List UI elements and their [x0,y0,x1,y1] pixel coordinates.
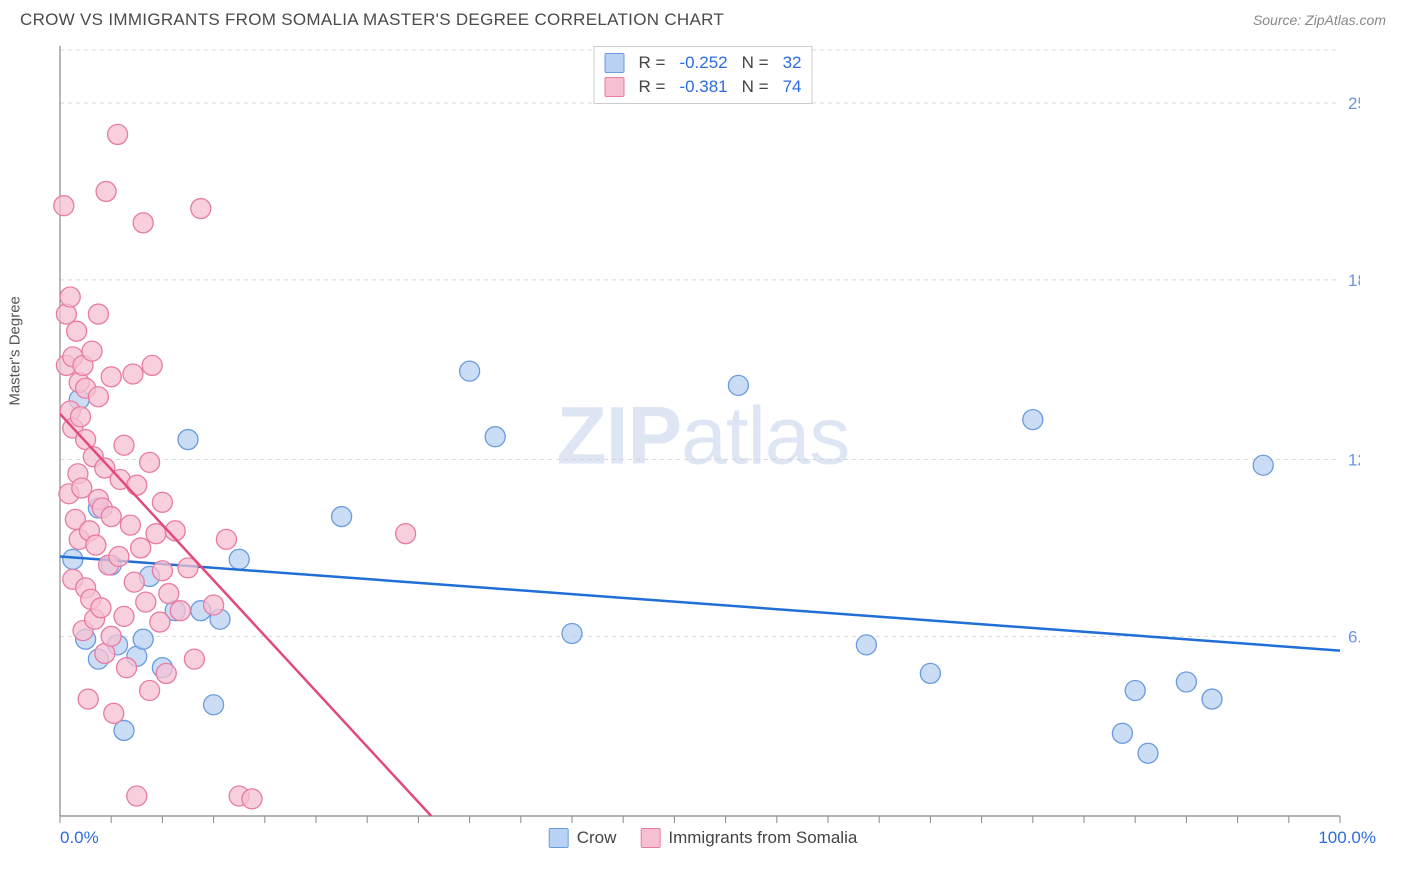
legend-swatch [605,53,625,73]
chart-source: Source: ZipAtlas.com [1253,12,1386,28]
legend-label: Crow [577,828,617,848]
x-axis-min-label: 0.0% [60,828,99,848]
scatter-chart: 6.3% 12.5% 18.8% 25.0% [20,36,1360,846]
legend-row: R =-0.381N =74 [605,75,802,99]
legend-item: Crow [549,828,617,848]
legend-swatch [549,828,569,848]
svg-text:25.0%: 25.0% [1348,94,1360,113]
y-axis-label: Master's Degree [7,296,24,406]
legend-swatch [640,828,660,848]
legend-row: R =-0.252N =32 [605,51,802,75]
series-legend: Crow Immigrants from Somalia [549,828,858,848]
chart-header: CROW VS IMMIGRANTS FROM SOMALIA MASTER'S… [0,0,1406,36]
legend-swatch [605,77,625,97]
svg-text:18.8%: 18.8% [1348,271,1360,290]
svg-text:6.3%: 6.3% [1348,627,1360,646]
chart-container: Master's Degree ZIPatlas 6.3%12.5%18.8%2… [20,36,1386,846]
legend-item: Immigrants from Somalia [640,828,857,848]
svg-text:12.5%: 12.5% [1348,451,1360,470]
chart-title: CROW VS IMMIGRANTS FROM SOMALIA MASTER'S… [20,10,724,30]
x-axis-max-label: 100.0% [1318,828,1376,848]
legend-label: Immigrants from Somalia [668,828,857,848]
correlation-legend: R =-0.252N =32R =-0.381N =74 [594,46,813,104]
